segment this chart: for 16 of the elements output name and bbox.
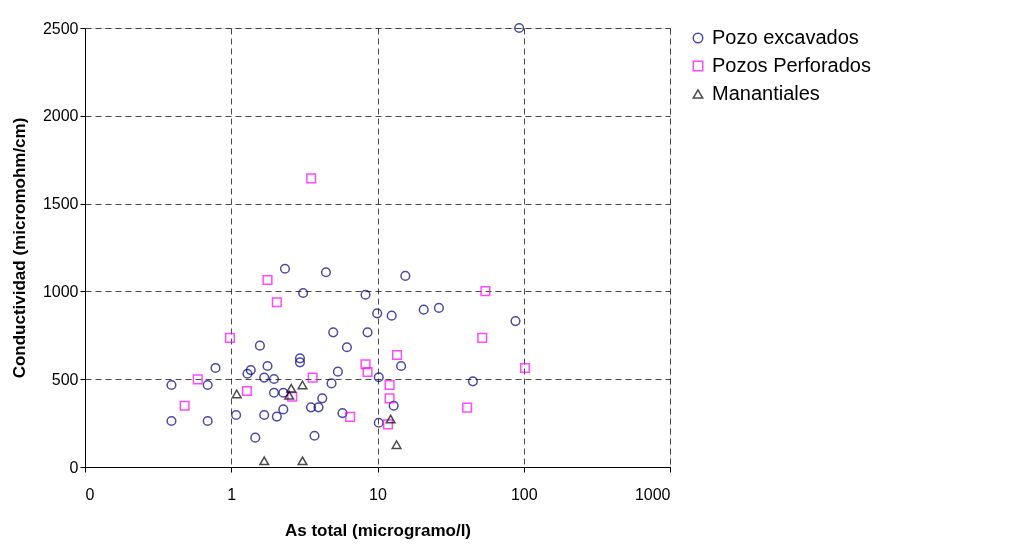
y-tick-label: 0 bbox=[69, 458, 79, 476]
x-tick-label: 10 bbox=[369, 485, 387, 503]
y-tick-label: 500 bbox=[51, 370, 79, 388]
legend-label: Manantiales bbox=[712, 82, 820, 104]
legend-label: Pozos Perforados bbox=[712, 54, 871, 76]
x-axis-title: As total (microgramo/l) bbox=[284, 520, 472, 540]
y-tick-label: 2500 bbox=[42, 19, 79, 37]
y-axis-title: Conductividad (micromohm/cm) bbox=[9, 117, 29, 379]
y-tick-label: 2000 bbox=[42, 107, 79, 125]
x-tick-label: 1000 bbox=[634, 485, 671, 503]
y-tick-label: 1500 bbox=[42, 195, 79, 213]
x-tick-label: 1 bbox=[227, 485, 237, 503]
legend-label: Pozo excavados bbox=[712, 26, 859, 48]
x-tick-label: 100 bbox=[510, 485, 538, 503]
x-tick-label: 0 bbox=[85, 485, 95, 503]
y-tick-label: 1000 bbox=[42, 282, 79, 300]
